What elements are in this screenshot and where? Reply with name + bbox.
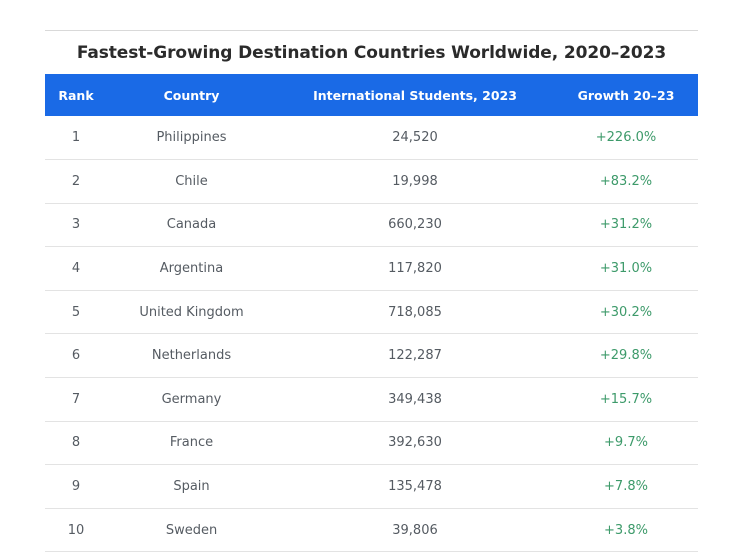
- cell-students: 122,287: [388, 348, 442, 364]
- header-growth: Growth 20–23: [577, 87, 675, 103]
- cell-rank: 1: [71, 130, 81, 146]
- cell-growth: +29.8%: [599, 348, 653, 364]
- cell-rank: 9: [71, 479, 81, 495]
- table-row: 10 Sweden 39,806 +3.8%: [45, 508, 698, 552]
- cell-students: 660,230: [388, 217, 442, 233]
- table-row: 2 Chile 19,998 +83.2%: [45, 160, 698, 204]
- cell-country: Netherlands: [151, 348, 232, 364]
- cell-growth: +31.2%: [599, 217, 653, 233]
- table-container: Fastest-Growing Destination Countries Wo…: [45, 30, 698, 552]
- cell-rank: 7: [71, 391, 81, 407]
- header-rank: Rank: [58, 87, 94, 103]
- cell-growth: +226.0%: [595, 130, 657, 146]
- cell-students: 392,630: [388, 435, 442, 451]
- cell-country: Philippines: [156, 130, 227, 146]
- cell-students: 19,998: [392, 173, 438, 189]
- table-row: 3 Canada 660,230 +31.2%: [45, 203, 698, 247]
- table-row: 4 Argentina 117,820 +31.0%: [45, 247, 698, 291]
- cell-students: 117,820: [388, 261, 442, 277]
- cell-rank: 8: [71, 435, 81, 451]
- cell-rank: 4: [71, 261, 81, 277]
- data-table: Rank Country International Students, 202…: [45, 74, 698, 552]
- table-row: 5 United Kingdom 718,085 +30.2%: [45, 290, 698, 334]
- cell-country: Argentina: [159, 261, 224, 277]
- cell-country: Canada: [166, 217, 217, 233]
- cell-growth: +30.2%: [599, 304, 653, 320]
- cell-country: United Kingdom: [139, 304, 244, 320]
- table-row: 7 Germany 349,438 +15.7%: [45, 378, 698, 422]
- cell-growth: +15.7%: [599, 391, 653, 407]
- table-body: 1 Philippines 24,520 +226.0% 2 Chile 19,…: [45, 116, 698, 552]
- cell-country: Spain: [173, 479, 210, 495]
- table-row: 1 Philippines 24,520 +226.0%: [45, 116, 698, 160]
- header-country: Country: [163, 87, 220, 103]
- cell-rank: 2: [71, 173, 81, 189]
- cell-country: Germany: [161, 391, 222, 407]
- table-header: Rank Country International Students, 202…: [45, 74, 698, 116]
- title-bar: Fastest-Growing Destination Countries Wo…: [45, 30, 698, 74]
- cell-students: 135,478: [388, 479, 442, 495]
- header-students: International Students, 2023: [313, 87, 517, 103]
- cell-country: Chile: [175, 173, 208, 189]
- cell-students: 39,806: [392, 522, 438, 538]
- table-title: Fastest-Growing Destination Countries Wo…: [76, 42, 667, 63]
- table-row: 6 Netherlands 122,287 +29.8%: [45, 334, 698, 378]
- cell-growth: +83.2%: [599, 173, 653, 189]
- cell-growth: +31.0%: [599, 261, 653, 277]
- cell-growth: +3.8%: [604, 522, 648, 538]
- cell-rank: 6: [71, 348, 81, 364]
- cell-students: 349,438: [388, 391, 442, 407]
- cell-rank: 3: [71, 217, 81, 233]
- cell-country: Sweden: [165, 522, 218, 538]
- cell-growth: +7.8%: [604, 479, 648, 495]
- cell-students: 24,520: [392, 130, 438, 146]
- table-row: 9 Spain 135,478 +7.8%: [45, 465, 698, 509]
- cell-country: France: [169, 435, 214, 451]
- cell-rank: 5: [71, 304, 81, 320]
- cell-rank: 10: [67, 522, 85, 538]
- header-row: Rank Country International Students, 202…: [45, 74, 698, 116]
- cell-students: 718,085: [388, 304, 442, 320]
- cell-growth: +9.7%: [604, 435, 648, 451]
- table-row: 8 France 392,630 +9.7%: [45, 421, 698, 465]
